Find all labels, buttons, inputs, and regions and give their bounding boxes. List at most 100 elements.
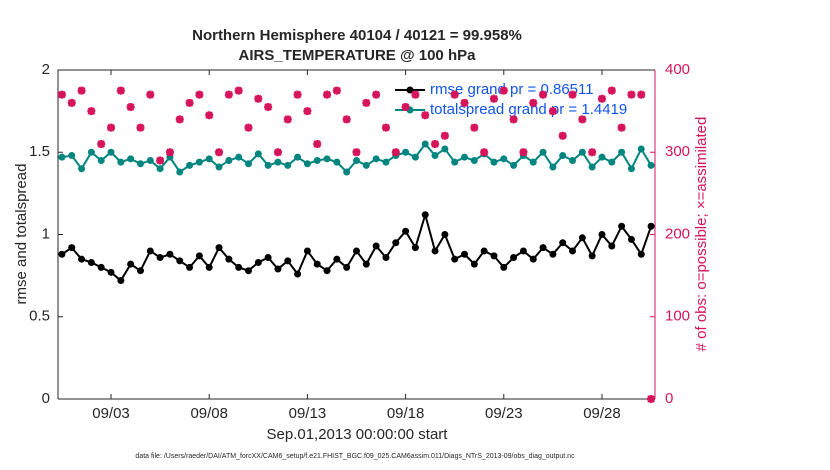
series-marker — [539, 148, 547, 156]
series-marker — [490, 252, 498, 260]
series-marker — [205, 263, 213, 271]
y-tick-label: 2 — [42, 61, 50, 78]
x-tick-label: 09/28 — [583, 405, 621, 422]
obs-marker — [195, 90, 204, 99]
obs-marker — [67, 98, 76, 107]
obs-marker — [539, 90, 548, 99]
obs-marker — [244, 123, 253, 132]
series-marker — [588, 163, 596, 171]
series-marker — [186, 161, 194, 169]
chart-title: AIRS_TEMPERATURE @ 100 hPa — [239, 47, 477, 64]
obs-marker — [558, 131, 567, 140]
series-marker — [382, 158, 390, 166]
series-marker — [215, 163, 223, 171]
series-marker — [402, 148, 410, 156]
y2-tick-label: 0 — [665, 390, 673, 407]
series-marker — [303, 247, 311, 255]
obs-marker — [342, 115, 351, 124]
series-marker — [107, 148, 115, 156]
obs-marker — [215, 148, 224, 157]
series-marker — [618, 148, 626, 156]
series-marker — [529, 255, 537, 263]
series-marker — [362, 161, 370, 169]
y-tick-label: 1 — [42, 225, 50, 242]
obs-marker — [460, 98, 469, 107]
obs-marker — [116, 86, 125, 95]
series-marker — [559, 152, 567, 160]
chart-title: Northern Hemisphere 40104 / 40121 = 99.9… — [192, 27, 522, 44]
series-marker — [235, 263, 243, 271]
series-marker — [244, 267, 252, 275]
series-marker — [343, 263, 351, 271]
series-marker — [608, 158, 616, 166]
obs-marker — [489, 94, 498, 103]
series-marker — [598, 231, 606, 238]
obs-marker — [165, 148, 174, 157]
series-marker — [480, 247, 488, 255]
obs-marker — [647, 395, 656, 403]
series-marker — [451, 255, 459, 263]
series-marker — [451, 158, 459, 166]
obs-marker — [146, 90, 155, 99]
series-marker — [176, 257, 184, 265]
series-marker — [215, 244, 223, 252]
series-marker — [421, 211, 429, 219]
series-marker — [627, 165, 635, 173]
series-marker — [97, 263, 105, 271]
obs-marker — [224, 90, 233, 99]
y-tick-label: 1.5 — [29, 143, 50, 160]
obs-marker — [440, 131, 449, 140]
obs-marker — [421, 111, 430, 120]
obs-marker — [234, 86, 243, 95]
series-marker — [353, 247, 360, 255]
series-marker — [225, 156, 233, 164]
obs-marker — [136, 123, 145, 132]
footnote: data file: /Users/raeder/DAI/ATM_forcXX/… — [135, 453, 575, 460]
series-marker — [87, 148, 95, 156]
obs-marker — [283, 115, 292, 124]
series-marker — [244, 160, 252, 168]
series-marker — [313, 156, 321, 164]
obs-marker — [264, 103, 273, 112]
series-marker — [627, 235, 635, 243]
obs-marker — [450, 90, 459, 99]
series-marker — [500, 155, 508, 163]
series-marker — [176, 168, 184, 176]
series-marker — [97, 156, 105, 164]
series-marker — [58, 153, 66, 161]
series-marker — [353, 156, 360, 164]
series-marker — [136, 160, 144, 168]
series-marker — [461, 250, 469, 258]
series-marker — [254, 258, 262, 266]
series-marker — [598, 153, 606, 161]
series-marker — [549, 250, 557, 258]
series-marker — [195, 252, 203, 260]
series-marker — [146, 156, 154, 164]
series-marker — [284, 161, 292, 169]
obs-marker — [411, 90, 420, 99]
series-marker — [500, 263, 508, 271]
x-tick-label: 09/23 — [485, 405, 523, 422]
series-marker — [392, 239, 400, 247]
obs-marker — [597, 94, 606, 103]
legend-label: rmse grand pr = 0.86511 — [430, 81, 594, 98]
series-marker — [372, 155, 380, 163]
y2-tick-label: 300 — [665, 143, 690, 160]
y2-tick-label: 400 — [665, 61, 690, 78]
obs-marker — [470, 123, 479, 132]
obs-marker — [568, 90, 577, 99]
series-marker — [382, 254, 390, 262]
legend-swatch — [406, 86, 414, 94]
y2-tick-label: 100 — [665, 308, 690, 325]
obs-marker — [578, 115, 587, 124]
series-marker — [402, 227, 410, 235]
obs-marker — [519, 148, 528, 157]
series-marker — [431, 152, 439, 160]
x-tick-label: 09/03 — [92, 405, 130, 422]
obs-marker — [332, 86, 341, 95]
series-marker — [411, 244, 419, 252]
x-tick-label: 09/08 — [190, 405, 228, 422]
series-marker — [274, 265, 282, 273]
obs-marker — [126, 103, 135, 112]
